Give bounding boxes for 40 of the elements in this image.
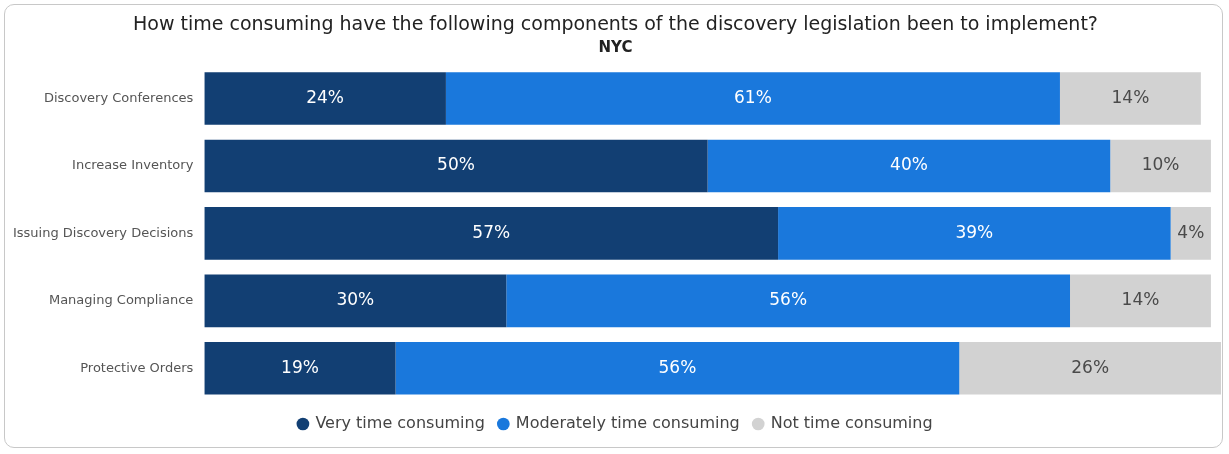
y-tick-label: Increase Inventory — [72, 157, 194, 173]
data-label: 19% — [281, 356, 319, 377]
bar — [778, 207, 1171, 260]
bar — [445, 72, 1060, 125]
bar — [204, 139, 708, 193]
bar — [204, 72, 446, 125]
text: NYC — [598, 37, 633, 56]
data-label: 50% — [437, 154, 475, 175]
bar — [1170, 207, 1211, 260]
data-label: 30% — [336, 289, 375, 310]
y-tick-label: Discovery Conferences — [43, 89, 194, 105]
data-label: 10% — [1141, 154, 1180, 175]
bar — [506, 274, 1071, 328]
data-label: 26% — [1071, 356, 1110, 377]
bar — [1110, 139, 1211, 193]
data-label: 57% — [472, 221, 511, 242]
bar — [204, 341, 396, 395]
bar — [1070, 274, 1211, 328]
y-tick-label: Protective Orders — [80, 359, 194, 375]
bar — [959, 341, 1221, 395]
bar — [395, 341, 960, 395]
data-label: 56% — [658, 356, 697, 377]
bar — [707, 139, 1111, 193]
legend-label: Very time consuming — [315, 413, 485, 433]
data-label: 14% — [1111, 86, 1150, 107]
text: How time consuming have the following components of the discovery legislation been to implement? — [133, 12, 1098, 35]
data-label: 61% — [734, 86, 772, 107]
data-label: 40% — [890, 154, 928, 175]
data-label: 4% — [1177, 221, 1205, 242]
data-label: 14% — [1121, 289, 1160, 310]
legend-label: Not time consuming — [770, 413, 933, 433]
legend-label: Moderately time consuming — [515, 413, 740, 433]
bar — [204, 274, 507, 328]
data-label: 56% — [769, 289, 808, 310]
y-tick-label: Issuing Discovery Decisions — [12, 224, 194, 240]
y-tick-label: Managing Compliance — [48, 292, 194, 308]
bar — [1059, 72, 1201, 125]
data-label: 24% — [306, 86, 345, 107]
data-label: 39% — [955, 221, 994, 242]
bar — [204, 207, 779, 260]
